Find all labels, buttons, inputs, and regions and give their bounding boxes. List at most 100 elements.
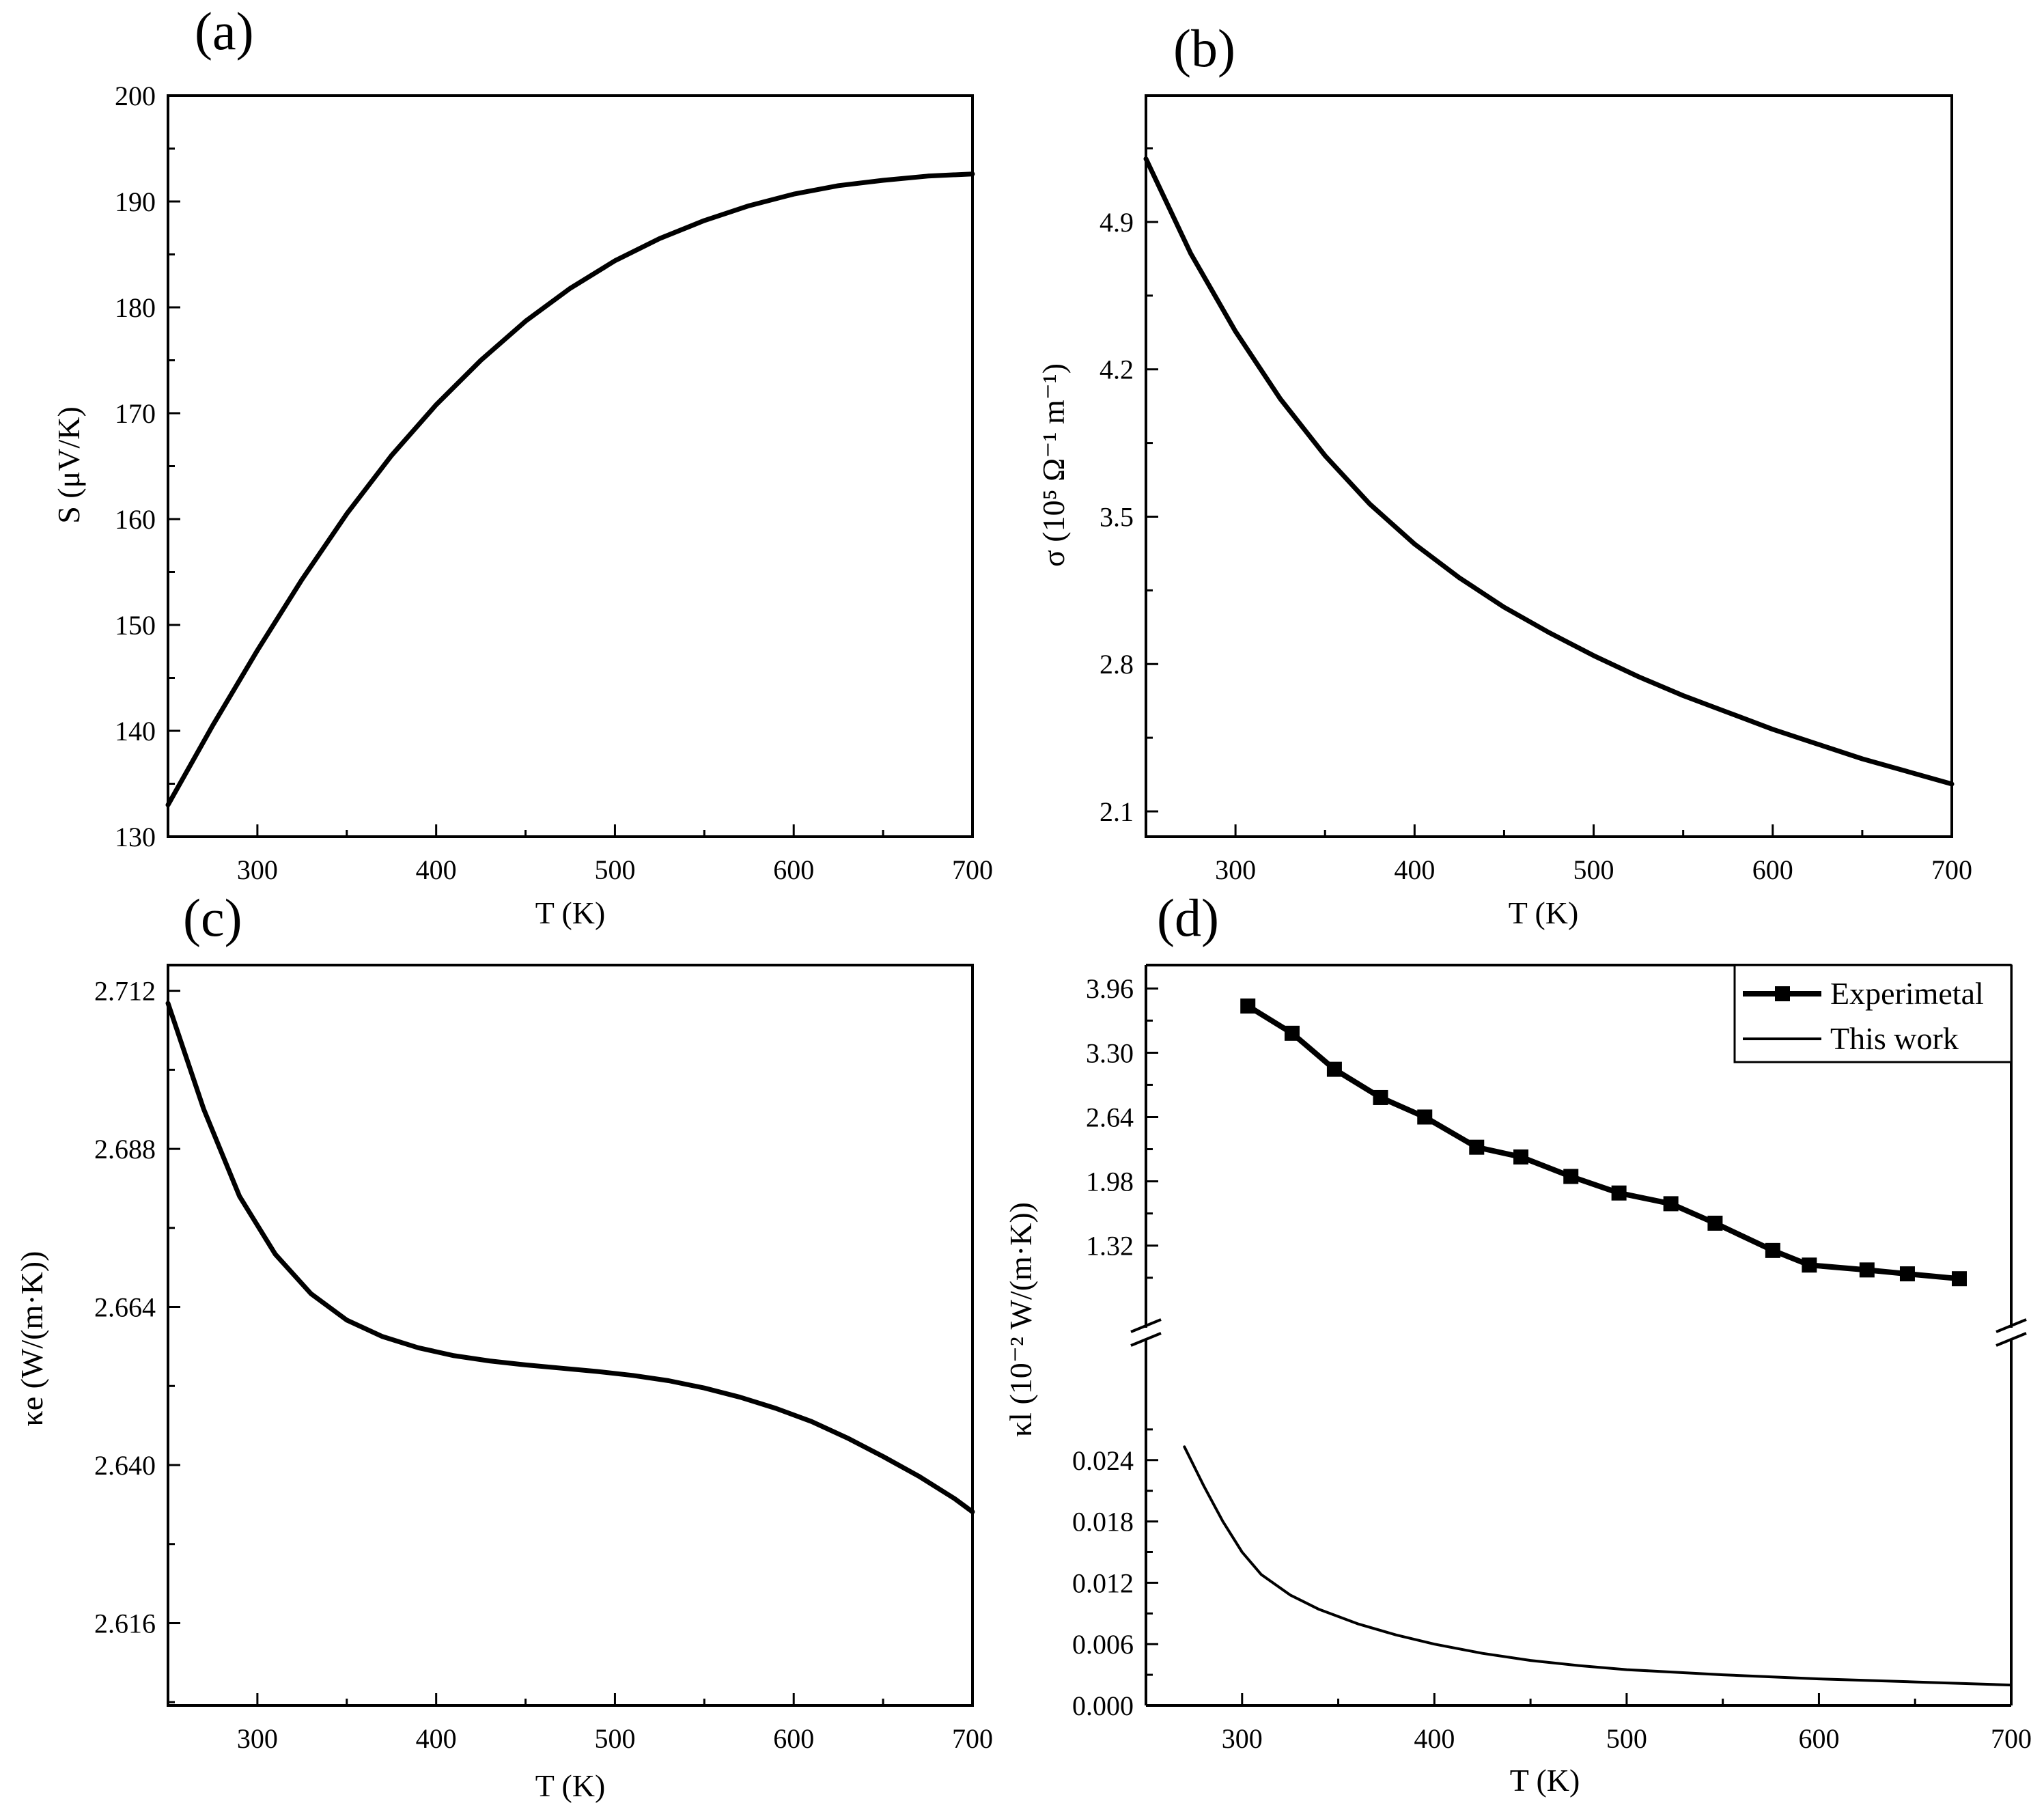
legend-box [1733,964,2013,1063]
data-point-marker [1899,1266,1915,1282]
y-tick-label: 160 [115,504,156,535]
y-tick-label: 3.30 [1086,1037,1134,1068]
legend: Experimetal This work [1733,964,2013,1063]
y-tick-label: 3.5 [1100,501,1134,532]
y-tick-label: 180 [115,292,156,323]
legend-marker-experimental [1775,986,1790,1001]
x-axis-title-b: T (K) [1509,895,1579,930]
x-tick-label: 600 [1752,854,1793,885]
data-point-marker [1765,1242,1780,1258]
x-tick-label: 400 [416,854,457,885]
y-tick-label: 2.688 [94,1134,156,1165]
data-point-marker [1859,1262,1875,1278]
x-tick-label: 500 [1573,854,1614,885]
data-point-marker [1240,998,1256,1014]
axis-break-mark-right [1996,1318,2027,1333]
y-tick-label: 4.2 [1100,354,1134,385]
y-tick-label: 2.664 [94,1292,156,1323]
y-tick-label: 190 [115,186,156,217]
x-tick-label: 700 [1991,1723,2032,1754]
x-tick-label: 300 [1215,854,1256,885]
data-point-marker [1563,1169,1579,1184]
y-tick-label: 2.1 [1100,796,1134,827]
x-tick-label: 400 [416,1723,457,1754]
y-tick-label: 2.8 [1100,649,1134,680]
series-line [165,1001,975,1514]
panel-label-a: (a) [195,1,254,61]
x-tick-label: 300 [237,854,278,885]
y-tick-label: 170 [115,398,156,429]
y-axis-title-c: κe (W/(m·K)) [14,1251,49,1427]
plot-frame [1145,94,1953,838]
y-tick-label: 130 [115,822,156,852]
x-tick-label: 500 [594,854,635,885]
x-tick-label: 400 [1414,1723,1455,1754]
axis-break-mark-left [1130,1318,1162,1333]
x-tick-label: 600 [773,854,814,885]
y-axis-title-d: κl (10⁻² W/(m·K)) [1003,1202,1038,1437]
y-tick-label: 1.32 [1086,1231,1134,1262]
axis-break-mark-left [1130,1332,1162,1347]
series-line [165,171,975,807]
axis-break-mark-right [1996,1332,2027,1347]
x-tick-label: 700 [952,854,993,885]
y-tick-label: 0.018 [1072,1507,1134,1537]
data-point-marker [1373,1089,1388,1105]
x-tick-label: 500 [1606,1723,1647,1754]
data-point-marker [1611,1185,1627,1201]
plot-area: 300 400 500 600 700 1.32 1.98 2.64 3.30 3.96 0.000… [1072,964,2032,1754]
x-tick-label: 400 [1394,854,1435,885]
y-tick-label: 140 [115,716,156,747]
series-line-this-work [1183,1445,2013,1687]
legend-label-this-work: This work [1830,1021,1959,1056]
x-tick-label: 300 [1222,1723,1263,1754]
x-axis-title-a: T (K) [535,895,606,930]
data-point-marker [1417,1109,1433,1125]
x-axis-title-d: T (K) [1510,1763,1580,1798]
y-tick-label: 2.64 [1086,1102,1134,1132]
x-tick-label: 300 [237,1723,278,1754]
legend-label-experimental: Experimetal [1830,976,1984,1011]
y-tick-label: 4.9 [1100,207,1134,238]
panel-label-d: (d) [1157,888,1219,947]
x-axis-title-c: T (K) [535,1768,606,1803]
series-line [1143,156,1955,787]
series-line-experimental [1245,1003,1962,1282]
y-tick-label: 2.640 [94,1450,156,1481]
y-tick-label: 0.024 [1072,1445,1134,1476]
y-tick-label: 3.96 [1086,973,1134,1004]
x-tick-label: 500 [594,1723,635,1754]
plot-area: 300 400 500 600 700 2.1 2.8 3.5 4.2 4.9 [1100,94,1972,885]
y-tick-label: 0.000 [1072,1690,1134,1721]
data-point-marker [1326,1061,1342,1077]
data-point-marker [1469,1139,1485,1155]
data-point-marker [1513,1149,1529,1165]
y-axis-title-b: σ (10⁵ Ω⁻¹ m⁻¹) [1036,363,1071,567]
data-point-marker [1707,1215,1723,1231]
y-tick-label: 1.98 [1086,1167,1134,1197]
data-point-marker [1663,1196,1679,1212]
data-point-marker [1802,1257,1817,1273]
y-tick-label: 2.712 [94,976,156,1007]
data-point-marker [1951,1271,1967,1287]
plot-area: 300 400 500 600 700 2.616 2.640 2.664 2.688 2.712 [94,964,993,1754]
panel-label-b: (b) [1173,18,1235,78]
y-tick-label: 150 [115,610,156,641]
x-tick-label: 600 [1798,1723,1839,1754]
y-tick-label: 0.006 [1072,1629,1134,1660]
y-tick-label: 0.012 [1072,1567,1134,1598]
x-tick-label: 700 [1931,854,1972,885]
x-tick-label: 600 [773,1723,814,1754]
y-tick-label: 2.616 [94,1608,156,1639]
y-tick-label: 200 [115,81,156,111]
x-tick-label: 700 [952,1723,993,1754]
plot-frame [167,964,974,1707]
plot-area: 300 400 500 600 700 130 140 150 160 170 180 190 200 [115,81,993,885]
y-axis-title-a: S (μV/K) [51,406,86,524]
data-point-marker [1284,1025,1300,1041]
